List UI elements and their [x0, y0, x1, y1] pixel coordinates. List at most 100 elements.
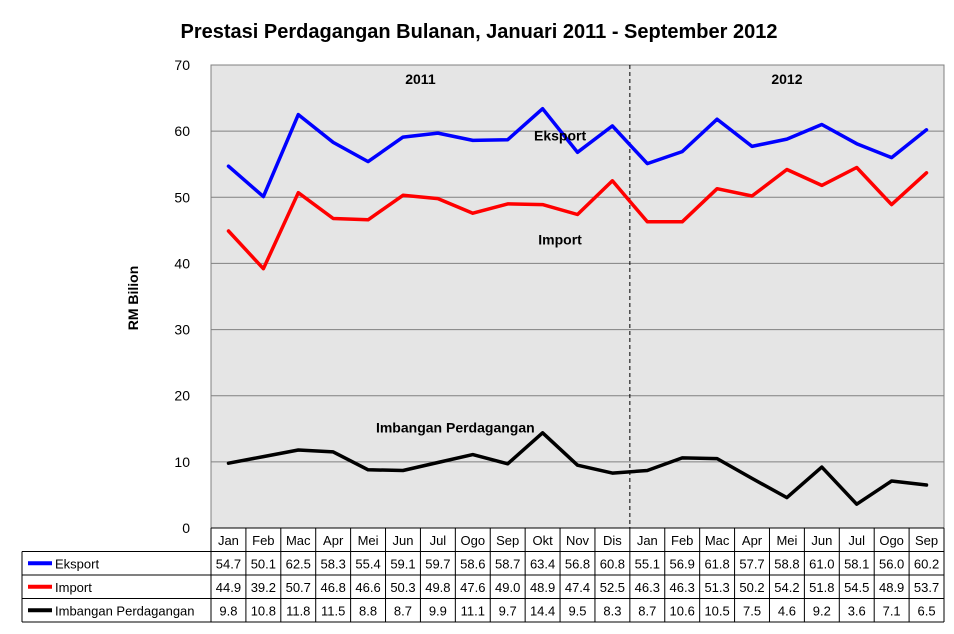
data-table-cell: 54.2 [774, 580, 799, 595]
data-point [227, 461, 230, 465]
series-annotation: Eksport [534, 127, 586, 143]
x-tick-label: Dis [603, 533, 622, 548]
data-point [925, 171, 928, 175]
data-table-cell: 48.9 [879, 580, 904, 595]
data-table-cell: 50.7 [286, 580, 311, 595]
x-tick-label: Ogo [460, 533, 485, 548]
x-tick-label: Mei [358, 533, 379, 548]
data-point [506, 202, 509, 206]
data-point [506, 138, 509, 141]
data-point [925, 483, 928, 487]
data-point [750, 194, 754, 198]
data-table-cell: 51.3 [704, 580, 729, 595]
data-table-cell: 11.5 [321, 603, 345, 618]
data-point [471, 139, 474, 142]
data-table-cell: 7.1 [883, 603, 901, 618]
data-table-cell: 58.3 [321, 556, 346, 571]
data-table-cell: 10.6 [670, 603, 695, 618]
data-table-cell: 53.7 [914, 580, 939, 595]
data-table-cell: 58.6 [460, 556, 485, 571]
x-tick-label: Nov [566, 533, 590, 548]
data-point [471, 453, 474, 456]
x-tick-label: Jan [637, 533, 658, 548]
x-tick-label: Mac [705, 533, 730, 548]
data-point [227, 164, 230, 168]
data-table-cell: 63.4 [530, 556, 555, 571]
data-point [401, 135, 405, 139]
data-point [646, 469, 649, 472]
data-table-cell: 6.5 [918, 603, 936, 618]
chart-title: Prestasi Perdagangan Bulanan, Januari 20… [181, 21, 778, 43]
data-point [715, 118, 719, 121]
x-tick-label: Jun [811, 533, 832, 548]
legend-label: Eksport [55, 556, 99, 571]
x-tick-label: Feb [252, 533, 274, 548]
data-point [715, 457, 719, 460]
y-tick-label: 60 [174, 123, 190, 139]
x-tick-label: Sep [915, 533, 938, 548]
data-table-cell: 8.3 [603, 603, 621, 618]
data-point [366, 468, 370, 471]
data-table-cell: 56.9 [670, 556, 695, 571]
data-table-cell: 47.4 [565, 580, 590, 595]
data-point [436, 131, 440, 135]
data-table-cell: 48.9 [530, 580, 555, 595]
data-table-cell: 44.9 [216, 580, 241, 595]
data-table-cell: 58.8 [774, 556, 799, 571]
period-label: 2011 [405, 71, 436, 87]
data-table-cell: 47.6 [460, 580, 485, 595]
data-point [750, 477, 754, 480]
data-point [297, 448, 300, 452]
data-table-cell: 59.7 [425, 556, 450, 571]
data-point [715, 187, 719, 190]
data-table-cell: 54.5 [844, 580, 869, 595]
data-table-cell: 11.1 [461, 603, 485, 618]
y-tick-label: 20 [174, 388, 190, 404]
x-tick-label: Apr [742, 533, 763, 548]
data-point [576, 213, 579, 216]
data-point [681, 456, 684, 460]
data-point [681, 220, 684, 223]
data-table-cell: 9.8 [219, 603, 237, 618]
data-point [227, 229, 230, 233]
data-point [436, 461, 440, 464]
data-point [820, 465, 824, 469]
x-tick-label: Jul [848, 533, 865, 548]
data-table-cell: 8.7 [638, 603, 656, 618]
x-tick-label: Jan [218, 533, 239, 548]
data-table-cell: 56.8 [565, 556, 590, 571]
data-point [681, 150, 684, 153]
data-table-cell: 46.3 [670, 580, 695, 595]
data-table-cell: 39.2 [251, 580, 276, 595]
data-point [855, 166, 858, 169]
data-point [262, 267, 265, 270]
data-table-cell: 7.5 [743, 603, 761, 618]
data-table-cell: 4.6 [778, 603, 796, 618]
legend-label: Imbangan Perdagangan [55, 603, 195, 618]
data-table-cell: 11.8 [286, 603, 310, 618]
data-table-cell: 51.8 [809, 580, 834, 595]
x-tick-label: Okt [532, 533, 553, 548]
data-point [331, 141, 335, 144]
data-point [890, 156, 893, 159]
data-table-cell: 57.7 [739, 556, 764, 571]
y-tick-label: 10 [174, 454, 190, 470]
data-table-cell: 58.7 [495, 556, 520, 571]
data-table-cell: 9.2 [813, 603, 831, 618]
data-point [890, 203, 893, 206]
legend-label: Import [55, 580, 92, 595]
series-annotation: Imbangan Perdagangan [376, 420, 535, 436]
data-table-cell: 9.5 [568, 603, 586, 618]
data-table-cell: 46.6 [355, 580, 380, 595]
data-table-cell: 59.1 [390, 556, 415, 571]
data-point [785, 168, 789, 171]
data-point [576, 463, 579, 467]
data-table-cell: 14.4 [530, 603, 555, 618]
data-point [750, 145, 754, 148]
data-point [855, 502, 858, 506]
x-tick-label: Apr [323, 533, 344, 548]
data-point [401, 469, 405, 472]
data-table-cell: 9.9 [429, 603, 447, 618]
